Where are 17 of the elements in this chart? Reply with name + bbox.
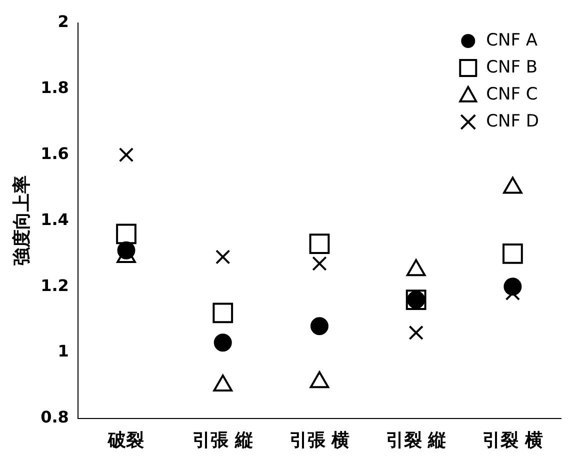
y-tick-label: 1.6 xyxy=(40,144,69,163)
x-tick-label: 引張 横 xyxy=(289,430,350,451)
y-tick-label: 1 xyxy=(58,342,69,361)
y-tick-label: 0.8 xyxy=(40,408,69,427)
y-axis-title: 強度向上率 xyxy=(11,176,32,266)
legend-label: CNF C xyxy=(486,84,538,104)
x-tick-label: 引裂 縦 xyxy=(386,430,446,451)
y-tick-label: 1.8 xyxy=(40,78,69,98)
x-tick-label: 引裂 横 xyxy=(482,430,543,451)
legend-label: CNF D xyxy=(486,111,539,132)
y-tick-label: 2 xyxy=(58,12,69,32)
legend-label: CNF A xyxy=(486,30,538,50)
x-tick-label: 破裂 xyxy=(107,430,144,451)
legend-label: CNF B xyxy=(486,57,538,78)
y-tick-label: 1.4 xyxy=(40,210,69,229)
x-tick-label: 引張 縦 xyxy=(192,430,253,451)
y-tick-label: 1.2 xyxy=(40,276,69,295)
